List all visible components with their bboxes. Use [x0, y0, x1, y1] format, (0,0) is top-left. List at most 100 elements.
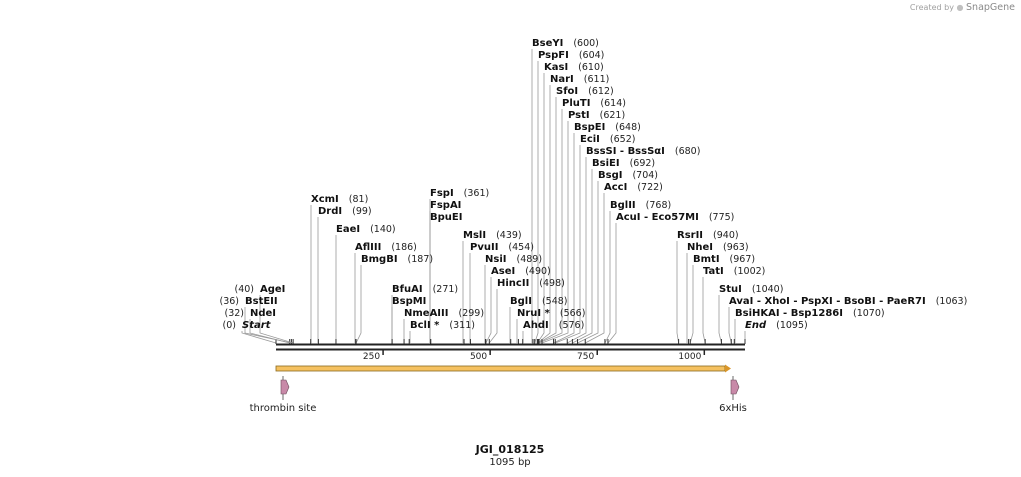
enzyme-name[interactable]: EciI [580, 134, 600, 145]
enzyme-site[interactable]: BglII (768) [610, 200, 671, 211]
enzyme-name[interactable]: HincII [497, 278, 529, 289]
enzyme-name[interactable]: PstI [568, 110, 590, 121]
enzyme-name[interactable]: AgeI [260, 284, 285, 295]
enzyme-site[interactable]: NmeAIII (299) [404, 308, 484, 319]
enzyme-labels: Start (0) NdeI (32)BstEII (36) AgeI (40) XcmI (8… [219, 38, 967, 331]
enzyme-name[interactable]: BseYI [532, 38, 563, 49]
enzyme-name[interactable]: BssSI - BssSαI [586, 146, 665, 157]
enzyme-site[interactable]: HincII (498) [497, 278, 565, 289]
enzyme-site[interactable]: AccI (722) [604, 182, 663, 193]
enzyme-name[interactable]: AvaI - XhoI - PspXI - BsoBI - PaeR7I [729, 296, 926, 307]
enzyme-name[interactable]: PspFI [538, 50, 569, 61]
enzyme-site[interactable]: BsgI (704) [598, 170, 658, 181]
orf-bar[interactable] [275, 365, 726, 372]
enzyme-site[interactable]: AflIII (186) [355, 242, 417, 253]
enzyme-name[interactable]: BpuEI [430, 212, 462, 223]
enzyme-name[interactable]: NdeI [250, 308, 276, 319]
enzyme-name[interactable]: FspAI [430, 200, 461, 211]
enzyme-site[interactable]: BclI * (311) [410, 320, 475, 331]
enzyme-site[interactable]: BspMI [392, 296, 426, 307]
enzyme-name[interactable]: NheI [687, 242, 713, 253]
enzyme-site[interactable]: BglI (548) [510, 296, 567, 307]
enzyme-name[interactable]: NarI [550, 74, 574, 85]
feature[interactable]: 6xHis [719, 376, 747, 414]
enzyme-name[interactable]: BspMI [392, 296, 426, 307]
enzyme-leader-line [607, 223, 617, 344]
enzyme-site[interactable]: BstEII (36) [219, 296, 277, 307]
enzyme-name[interactable]: EaeI [336, 224, 360, 235]
enzyme-name[interactable]: DrdI [318, 206, 342, 217]
enzyme-site[interactable]: BmtI (967) [693, 254, 755, 265]
enzyme-site[interactable]: BsiEI (692) [592, 158, 655, 169]
enzyme-name[interactable]: BspEI [574, 122, 605, 133]
enzyme-site[interactable]: NruI * (566) [517, 308, 585, 319]
enzyme-name[interactable]: XcmI [311, 194, 339, 205]
enzyme-site[interactable]: StuI (1040) [719, 284, 783, 295]
enzyme-site[interactable]: PspFI (604) [538, 50, 604, 61]
enzyme-site[interactable]: BfuAI (271) [392, 284, 458, 295]
enzyme-site[interactable]: BpuEI [430, 212, 462, 223]
enzyme-name[interactable]: BmgBI [361, 254, 398, 265]
enzyme-site[interactable]: End (1095) [745, 320, 808, 331]
enzyme-site[interactable]: AhdI (576) [523, 320, 584, 331]
feature[interactable]: thrombin site [250, 376, 317, 414]
enzyme-site[interactable]: EciI (652) [580, 134, 635, 145]
enzyme-name[interactable]: MslI [463, 230, 486, 241]
enzyme-site[interactable]: BspEI (648) [574, 122, 641, 133]
enzyme-site[interactable]: PluTI (614) [562, 98, 626, 109]
enzyme-name[interactable]: BsiHKAI - Bsp1286I [735, 308, 843, 319]
enzyme-name[interactable]: StuI [719, 284, 742, 295]
enzyme-site[interactable]: Start (0) [223, 320, 272, 331]
enzyme-name[interactable]: BstEII [245, 296, 278, 307]
enzyme-name[interactable]: AhdI [523, 320, 549, 331]
enzyme-site[interactable]: AgeI (40) [234, 284, 285, 295]
enzyme-name[interactable]: PluTI [562, 98, 590, 109]
enzyme-site[interactable]: NsiI (489) [485, 254, 542, 265]
enzyme-site[interactable]: KasI (610) [544, 62, 604, 73]
enzyme-name[interactable]: Start [242, 320, 272, 331]
enzyme-name[interactable]: AccI [604, 182, 627, 193]
enzyme-name[interactable]: BmtI [693, 254, 720, 265]
enzyme-name[interactable]: AflIII [355, 242, 381, 253]
enzyme-site[interactable]: NarI (611) [550, 74, 609, 85]
enzyme-site[interactable]: BmgBI (187) [361, 254, 433, 265]
enzyme-site[interactable]: DrdI (99) [318, 206, 372, 217]
enzyme-site[interactable]: SfoI (612) [556, 86, 614, 97]
enzyme-site[interactable]: AseI (490) [491, 266, 551, 277]
enzyme-name[interactable]: BsgI [598, 170, 622, 181]
enzyme-name[interactable]: BglI [510, 296, 532, 307]
enzyme-name[interactable]: BclI * [410, 320, 440, 331]
enzyme-name[interactable]: BglII [610, 200, 636, 211]
enzyme-name[interactable]: BsiEI [592, 158, 620, 169]
enzyme-name[interactable]: AseI [491, 266, 515, 277]
enzyme-name[interactable]: RsrII [677, 230, 703, 241]
enzyme-name[interactable]: TatI [703, 266, 724, 277]
enzyme-name[interactable]: NsiI [485, 254, 506, 265]
enzyme-site[interactable]: PvuII (454) [470, 242, 534, 253]
enzyme-site[interactable]: BseYI (600) [532, 38, 599, 49]
enzyme-site[interactable]: FspAI [430, 200, 461, 211]
enzyme-name[interactable]: BfuAI [392, 284, 423, 295]
enzyme-site[interactable]: PstI (621) [568, 110, 625, 121]
enzyme-site[interactable]: AvaI - XhoI - PspXI - BsoBI - PaeR7I (106… [729, 296, 967, 307]
enzyme-site[interactable]: BssSI - BssSαI (680) [586, 146, 700, 157]
enzyme-site[interactable]: TatI (1002) [703, 266, 765, 277]
enzyme-site[interactable]: NdeI (32) [224, 308, 276, 319]
enzyme-name[interactable]: FspI [430, 188, 454, 199]
enzyme-site[interactable]: RsrII (940) [677, 230, 739, 241]
enzyme-name[interactable]: NruI * [517, 308, 551, 319]
enzyme-site[interactable]: AcuI - Eco57MI (775) [616, 212, 734, 223]
enzyme-name[interactable]: NmeAIII [404, 308, 448, 319]
enzyme-name[interactable]: End [745, 320, 767, 331]
enzyme-name[interactable]: KasI [544, 62, 568, 73]
enzyme-name[interactable]: AcuI - Eco57MI [616, 212, 699, 223]
enzyme-site[interactable]: FspI (361) [430, 188, 489, 199]
enzyme-site[interactable]: MslI (439) [463, 230, 522, 241]
enzyme-name[interactable]: SfoI [556, 86, 578, 97]
enzyme-site[interactable]: EaeI (140) [336, 224, 396, 235]
enzyme-position: (768) [646, 200, 672, 211]
enzyme-name[interactable]: PvuII [470, 242, 498, 253]
enzyme-site[interactable]: XcmI (81) [311, 194, 368, 205]
enzyme-site[interactable]: NheI (963) [687, 242, 749, 253]
enzyme-site[interactable]: BsiHKAI - Bsp1286I (1070) [735, 308, 885, 319]
